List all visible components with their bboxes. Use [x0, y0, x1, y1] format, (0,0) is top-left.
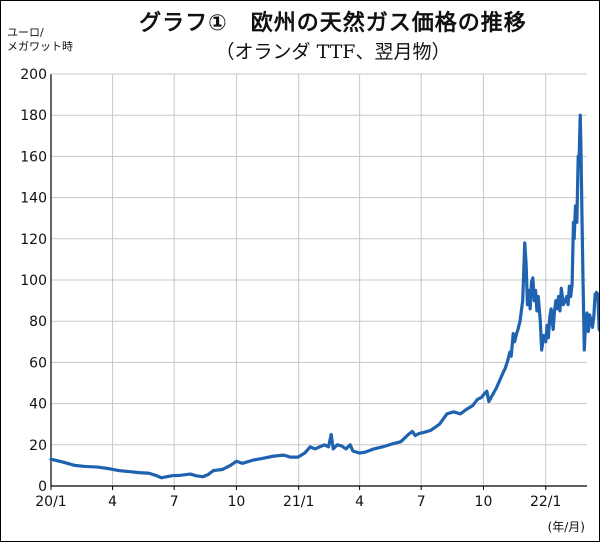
y-tick-label: 200 [20, 67, 47, 83]
x-tick-label: 4 [355, 494, 364, 510]
y-tick-label: 140 [20, 191, 47, 207]
series-line-ttf-price [49, 113, 599, 480]
y-axis-unit: ユーロ/ メガワット時 [7, 26, 73, 54]
x-tick-label: 10 [228, 494, 246, 510]
y-tick-label: 120 [20, 232, 47, 248]
x-axis-unit: (年/月) [547, 520, 585, 534]
y-tick-label: 40 [29, 397, 47, 413]
y-tick-label: 0 [38, 479, 47, 495]
y-tick-label: 180 [20, 108, 47, 124]
y-tick-label: 60 [29, 355, 47, 371]
chart-subtitle: （オランダ TTF、翌月物） [215, 41, 451, 63]
x-tick-label: 22/1 [530, 494, 561, 510]
y-tick-label: 160 [20, 149, 47, 165]
y-tick-label: 100 [20, 273, 47, 289]
y-tick-label: 80 [29, 314, 47, 330]
x-tick-label: 7 [417, 494, 426, 510]
x-tick-label: 21/1 [283, 494, 314, 510]
x-tick-label: 10 [475, 494, 493, 510]
chart-title: グラフ① 欧州の天然ガス価格の推移 [139, 11, 527, 36]
x-tick-label: 4 [108, 494, 117, 510]
y-axis-unit-line1: ユーロ/ [7, 26, 44, 39]
y-axis-unit-line2: メガワット時 [7, 40, 73, 53]
y-tick-label: 20 [29, 438, 47, 454]
x-tick-label: 7 [170, 494, 179, 510]
x-tick-label: 20/1 [35, 494, 66, 510]
